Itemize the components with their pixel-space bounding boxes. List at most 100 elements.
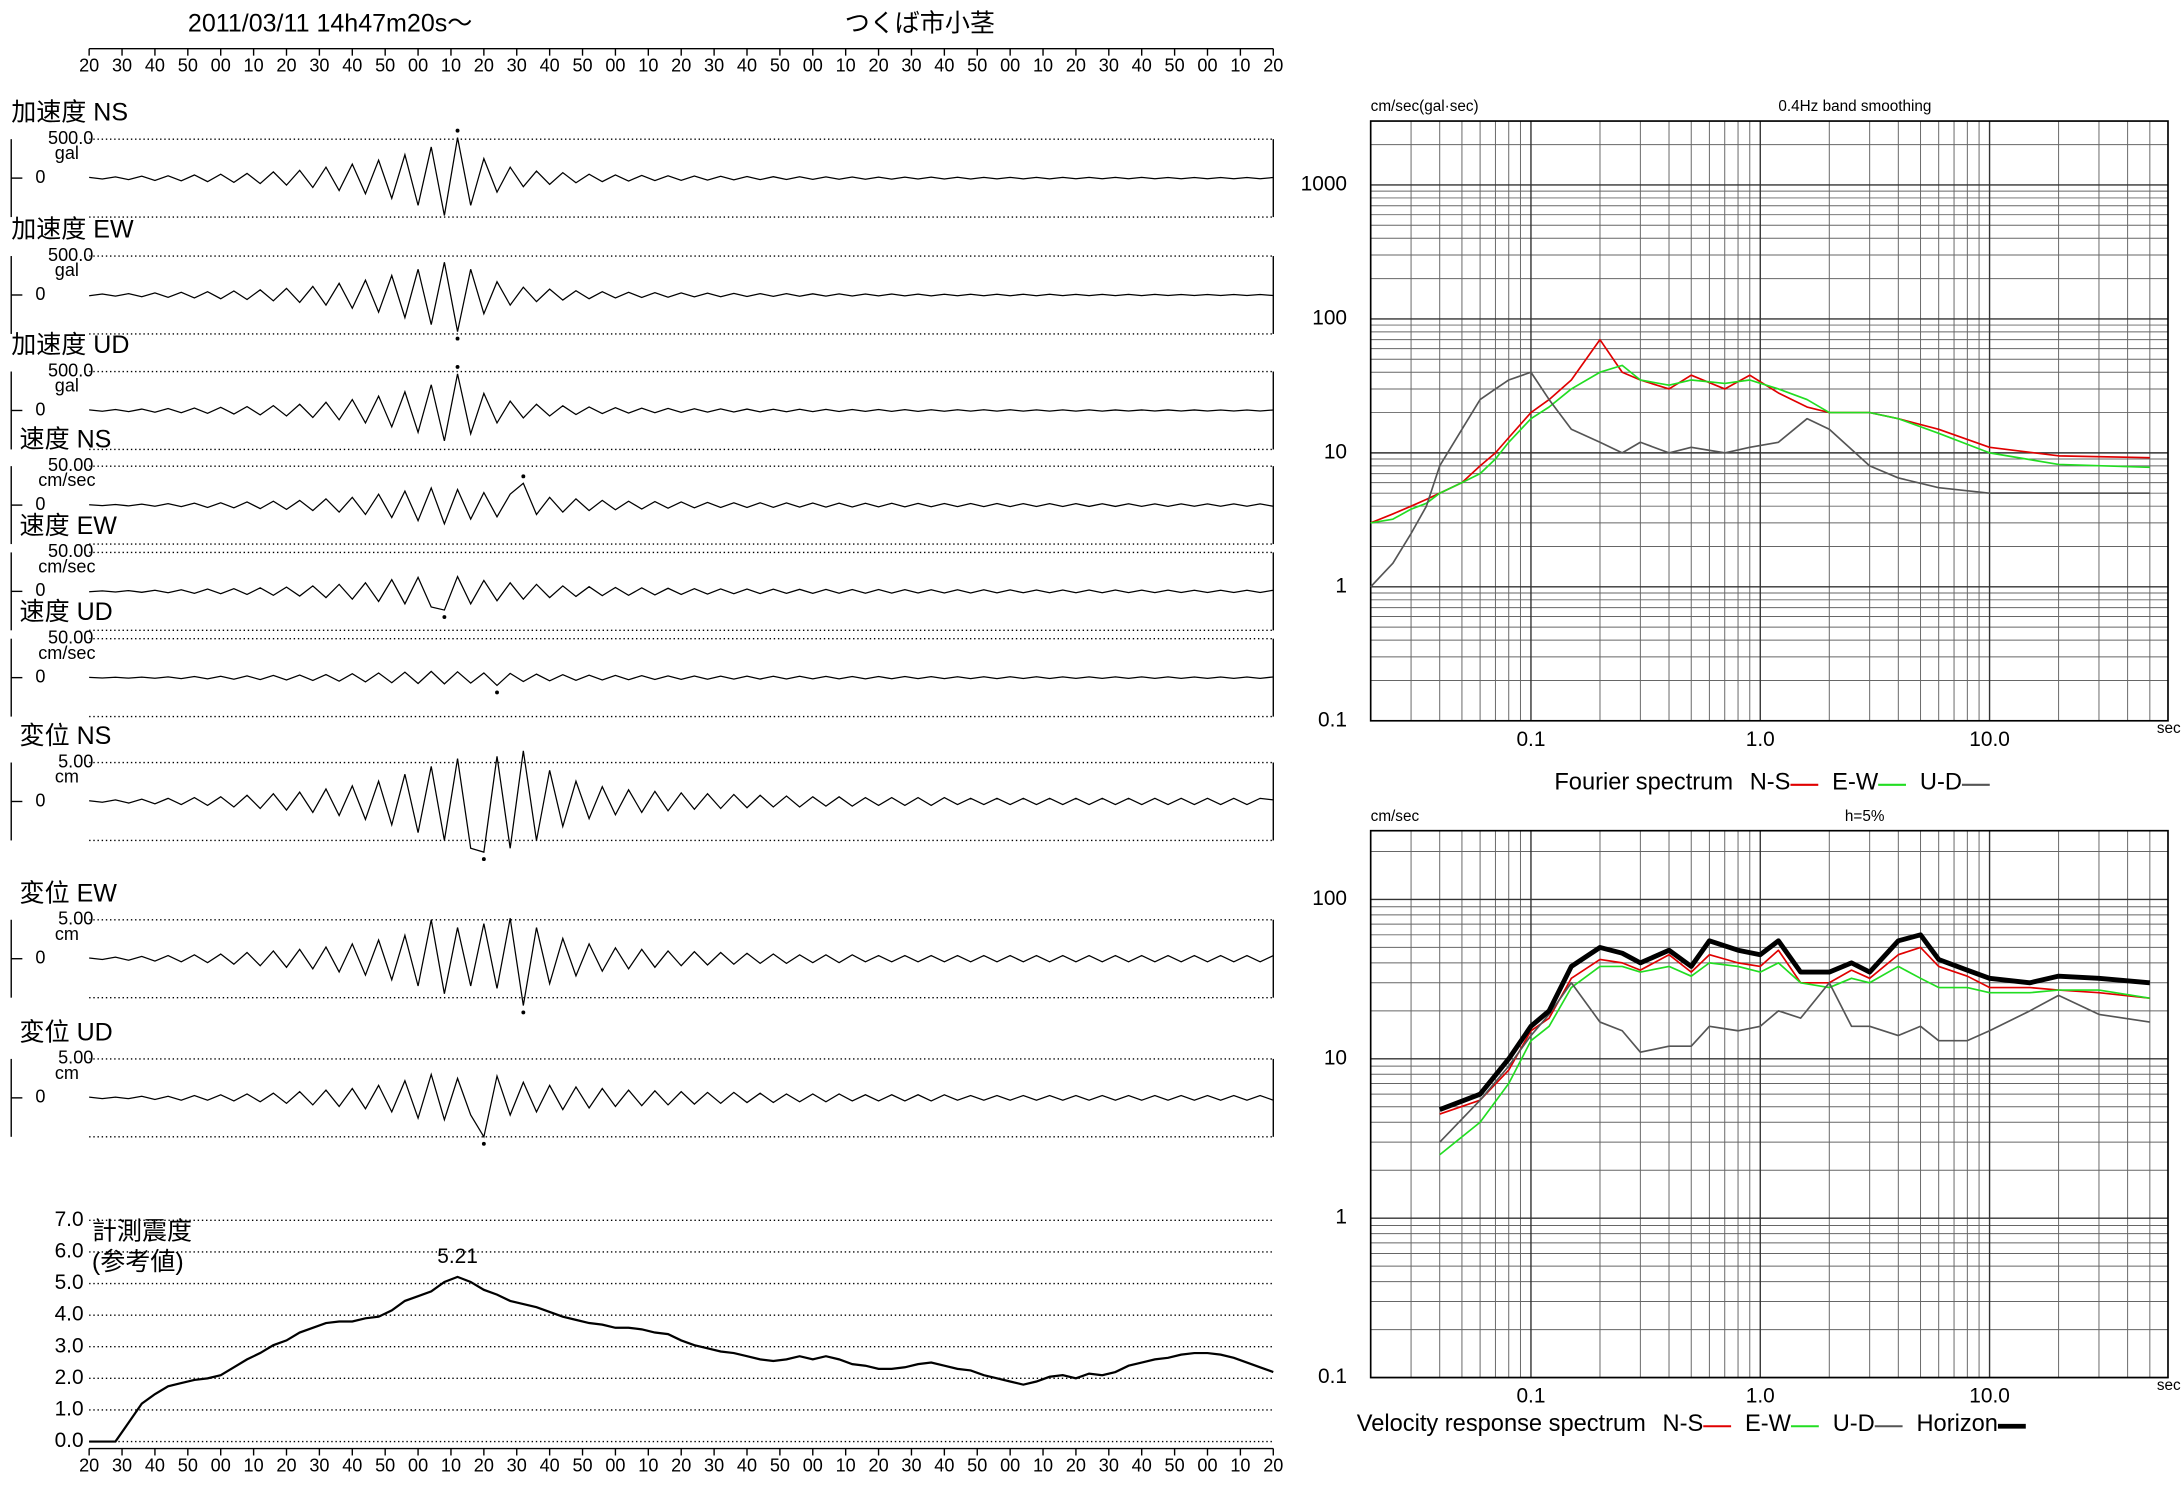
- time-tick-label: 10: [638, 1455, 658, 1475]
- time-tick-label: 20: [671, 1455, 691, 1475]
- y-tick-label: 1000: [1301, 172, 1347, 195]
- panel-label: 変位 UD: [20, 1018, 113, 1046]
- unit-label: cm: [55, 767, 79, 787]
- y-tick-label: 500.0: [48, 128, 93, 148]
- y-tick-label: 0.1: [1318, 708, 1347, 731]
- time-tick-label: 10: [638, 56, 658, 76]
- time-tick-label: 20: [474, 1455, 494, 1475]
- x-tick-label: 1.0: [1746, 728, 1775, 751]
- y-tick-label: 0.0: [55, 1429, 84, 1452]
- y-tick-label: 50.00: [48, 627, 93, 647]
- y-tick-label: 1: [1335, 1206, 1347, 1229]
- y-tick-label: 500.0: [48, 360, 93, 380]
- waveform: [89, 670, 1274, 687]
- time-tick-label: 00: [1000, 56, 1020, 76]
- x-tick-label: 0.1: [1516, 1385, 1545, 1408]
- time-tick-label: 10: [1033, 1455, 1053, 1475]
- peak-marker: [481, 857, 486, 862]
- y-tick-label: 0: [35, 790, 45, 810]
- y-tick-label: 100: [1312, 887, 1347, 910]
- y-tick-label: 1: [1335, 574, 1347, 597]
- time-tick-label: 50: [967, 1455, 987, 1475]
- time-tick-label: 00: [1197, 56, 1217, 76]
- time-tick-label: 00: [408, 1455, 428, 1475]
- time-tick-label: 20: [276, 1455, 296, 1475]
- time-tick-label: 40: [1132, 1455, 1152, 1475]
- panel-label: 速度 NS: [20, 426, 112, 454]
- waveform: [89, 918, 1274, 1006]
- legend-label: N-S: [1750, 770, 1791, 796]
- y-tick-label: 10: [1324, 1046, 1347, 1069]
- time-tick-label: 20: [79, 1455, 99, 1475]
- y-tick-label: 0: [35, 1087, 45, 1107]
- time-tick-label: 10: [441, 56, 461, 76]
- time-tick-label: 40: [737, 56, 757, 76]
- time-tick-label: 50: [770, 56, 790, 76]
- intensity-line: [89, 1275, 1274, 1443]
- time-tick-label: 00: [211, 1455, 231, 1475]
- time-tick-label: 30: [507, 56, 527, 76]
- peak-label: 5.21: [437, 1245, 478, 1268]
- plot-frame: [1369, 829, 2169, 1379]
- waveform: [89, 262, 1274, 332]
- panel-label: 加速度 UD: [11, 331, 129, 359]
- y-tick-label: 5.00: [58, 909, 93, 929]
- y-tick-label: 3.0: [55, 1334, 84, 1357]
- time-tick-label: 50: [1165, 56, 1185, 76]
- time-tick-label: 10: [1230, 1455, 1250, 1475]
- time-tick-label: 30: [901, 56, 921, 76]
- spectrum-line: [1370, 371, 2150, 588]
- y-axis-label: cm/sec: [1371, 808, 1420, 825]
- y-tick-label: 0: [35, 580, 45, 600]
- time-tick-label: 00: [803, 1455, 823, 1475]
- y-tick-label: 0: [35, 666, 45, 686]
- time-tick-label: 20: [1066, 56, 1086, 76]
- time-tick-label: 40: [342, 56, 362, 76]
- time-tick-label: 30: [507, 1455, 527, 1475]
- y-tick-label: 100: [1312, 306, 1347, 329]
- legend-label: U-D: [1833, 1411, 1875, 1437]
- time-tick-label: 30: [1099, 56, 1119, 76]
- time-tick-label: 30: [1099, 1455, 1119, 1475]
- time-tick-label: 00: [1197, 1455, 1217, 1475]
- y-tick-label: 0: [35, 167, 45, 187]
- time-tick-label: 20: [869, 1455, 889, 1475]
- time-tick-label: 40: [145, 56, 165, 76]
- time-tick-label: 20: [474, 56, 494, 76]
- unit-label: gal: [55, 376, 79, 396]
- unit-label: cm: [55, 1063, 79, 1083]
- unit-label: cm/sec: [38, 556, 95, 576]
- panel-label: 速度 UD: [20, 598, 113, 626]
- y-tick-label: 0: [35, 948, 45, 968]
- time-tick-label: 00: [803, 56, 823, 76]
- peak-marker: [455, 128, 460, 133]
- y-tick-label: 0: [35, 284, 45, 304]
- time-tick-label: 50: [770, 1455, 790, 1475]
- time-tick-label: 40: [934, 1455, 954, 1475]
- time-tick-label: 10: [836, 1455, 856, 1475]
- y-tick-label: 4.0: [55, 1303, 84, 1326]
- time-tick-label: 20: [869, 56, 889, 76]
- plot-frame: [1369, 120, 2169, 722]
- unit-label: gal: [55, 260, 79, 280]
- x-tick-label: 0.1: [1516, 728, 1545, 751]
- time-tick-label: 10: [441, 1455, 461, 1475]
- time-tick-label: 20: [276, 56, 296, 76]
- time-tick-label: 30: [309, 1455, 329, 1475]
- time-tick-label: 30: [112, 1455, 132, 1475]
- time-tick-label: 00: [408, 56, 428, 76]
- legend-label: E-W: [1745, 1411, 1792, 1437]
- time-tick-label: 50: [572, 56, 592, 76]
- y-tick-label: 50.00: [48, 541, 93, 561]
- time-tick-label: 00: [605, 1455, 625, 1475]
- y-tick-label: 5.00: [58, 1048, 93, 1068]
- time-tick-label: 50: [178, 1455, 198, 1475]
- peak-marker: [521, 1010, 526, 1015]
- legend-label: U-D: [1920, 770, 1962, 796]
- time-tick-label: 40: [145, 1455, 165, 1475]
- time-tick-label: 30: [704, 1455, 724, 1475]
- y-axis-label: cm/sec(gal·sec): [1371, 98, 1479, 115]
- waveform: [89, 373, 1274, 442]
- x-axis-label: sec: [2157, 720, 2181, 737]
- record-title: 2011/03/11 14h47m20s〜: [188, 10, 472, 38]
